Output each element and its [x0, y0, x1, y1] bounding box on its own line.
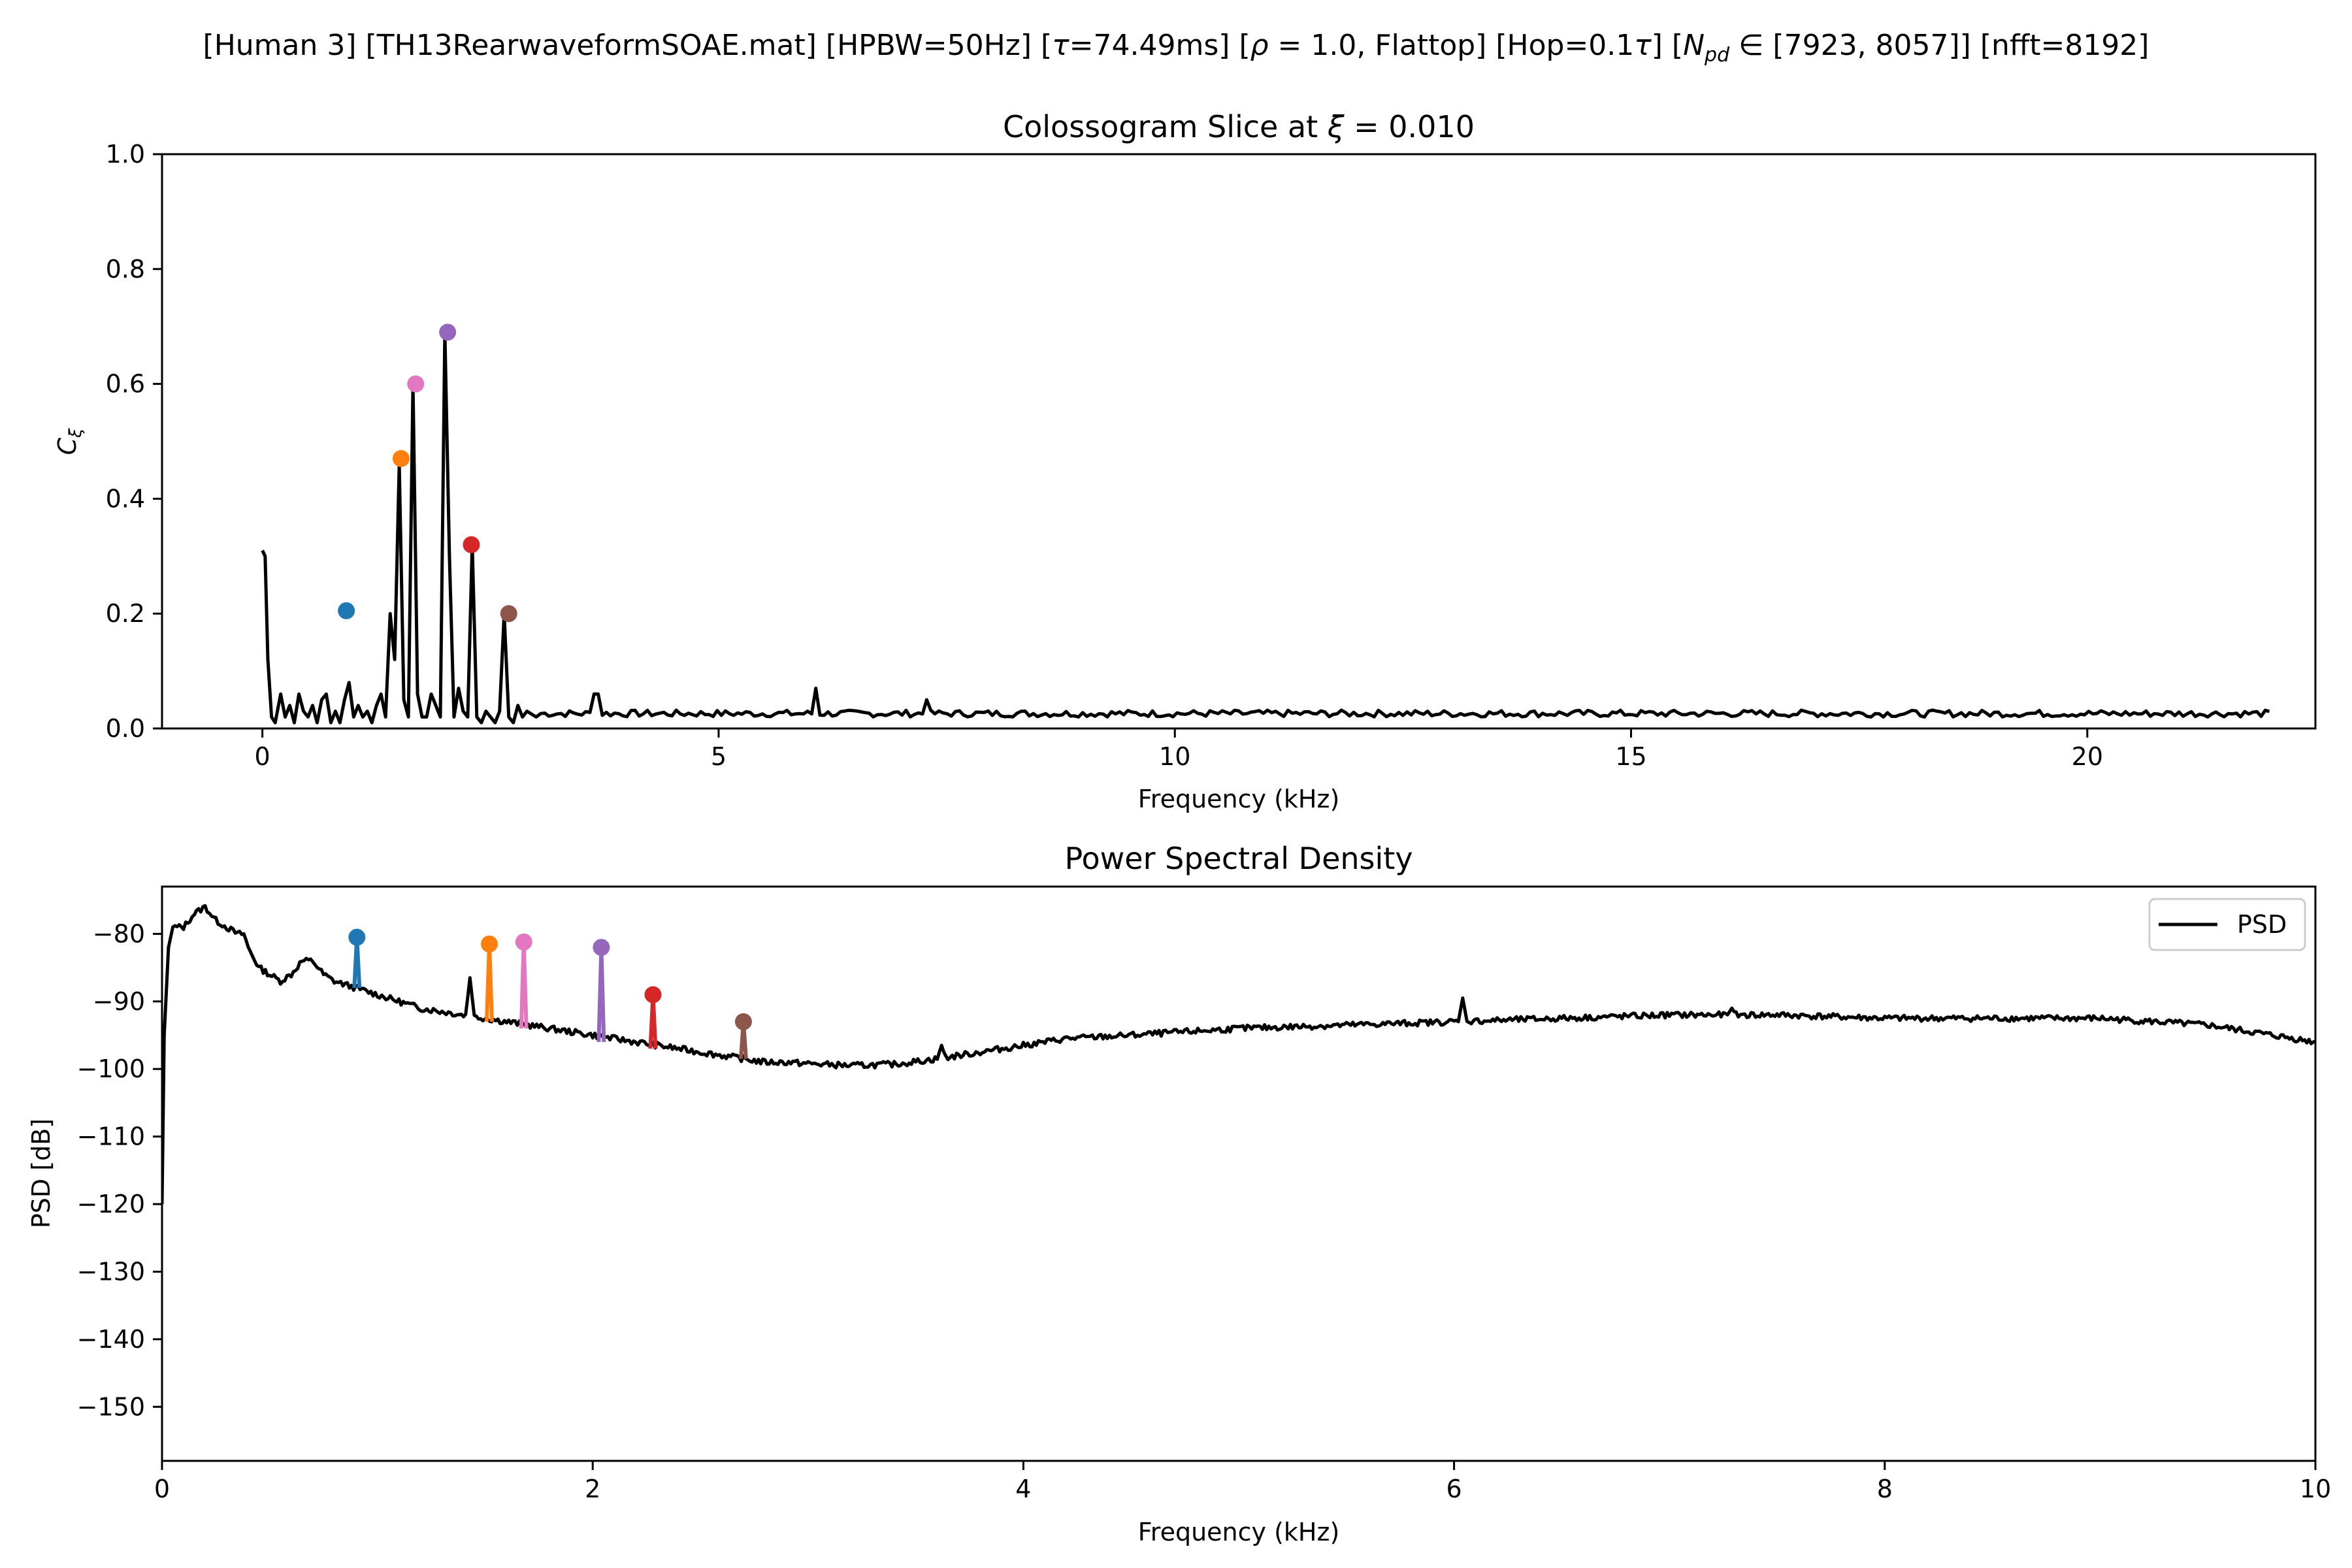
psd-legend-label: PSD — [2237, 910, 2287, 939]
colossogram-y-tick-label: 0.2 — [106, 599, 145, 628]
colossogram-peak-markers — [338, 323, 517, 623]
psd-peak-marker — [348, 928, 366, 946]
psd-peak-marker — [515, 933, 532, 951]
psd-y-tick-label: −130 — [77, 1257, 145, 1286]
psd-legend: PSD — [2148, 898, 2306, 951]
psd-x-tick-label: 6 — [1446, 1475, 1462, 1503]
psd-panel: Power Spectral Density −80 −90 −100 −110 −12… — [27, 841, 2331, 1546]
psd-y-tick-label: −140 — [77, 1325, 145, 1354]
colossogram-y-tick-label: 0.6 — [106, 370, 145, 399]
colossogram-peak-marker — [407, 375, 425, 393]
colossogram-y-tick-label: 0.0 — [106, 714, 145, 743]
psd-y-tick-label: −90 — [93, 987, 145, 1016]
colossogram-title: Colossogram Slice at ξ = 0.010 — [1003, 109, 1475, 144]
colossogram-x-ticks: 0 5 10 15 20 — [255, 728, 2103, 771]
psd-peak-marker — [644, 986, 662, 1004]
colossogram-y-ticks: 0.0 0.2 0.4 0.6 0.8 1.0 — [106, 140, 162, 743]
colossogram-x-tick-label: 10 — [1159, 742, 1190, 771]
psd-peak-marker — [734, 1013, 752, 1030]
psd-x-ticks: 0 2 4 6 8 10 — [154, 1461, 2331, 1503]
colossogram-y-tick-label: 0.8 — [106, 255, 145, 284]
psd-x-tick-label: 8 — [1877, 1475, 1893, 1503]
psd-peak-marker — [593, 939, 610, 956]
psd-x-tick-label: 0 — [154, 1475, 170, 1503]
colossogram-peak-marker — [392, 449, 410, 467]
colossogram-x-tick-label: 15 — [1615, 742, 1646, 771]
colossogram-series-line — [261, 331, 2270, 725]
colossogram-peak-marker — [500, 605, 517, 623]
colossogram-x-tick-label: 0 — [255, 742, 270, 771]
colossogram-peak-marker — [463, 536, 480, 553]
psd-y-ticks: −80 −90 −100 −110 −120 −130 −140 −150 — [77, 919, 162, 1421]
psd-peak-markers — [348, 928, 752, 1059]
colossogram-frame — [161, 153, 2317, 730]
colossogram-panel: Colossogram Slice at ξ = 0.010 0.0 0.2 0.4… — [53, 109, 2317, 813]
psd-x-tick-label: 4 — [1015, 1475, 1031, 1503]
psd-x-tick-label: 10 — [2300, 1475, 2331, 1503]
psd-frame — [161, 885, 2317, 1462]
psd-y-tick-label: −100 — [77, 1054, 145, 1083]
colossogram-x-label: Frequency (kHz) — [1138, 785, 1340, 813]
colossogram-peak-marker — [439, 323, 457, 341]
colossogram-y-label: Cξ — [53, 428, 86, 455]
colossogram-y-tick-label: 0.4 — [106, 484, 145, 513]
psd-y-tick-label: −150 — [77, 1392, 145, 1421]
psd-x-label: Frequency (kHz) — [1138, 1518, 1340, 1546]
colossogram-x-tick-label: 20 — [2072, 742, 2103, 771]
figure-suptitle: [Human 3] [TH13RearwaveformSOAE.mat] [HP… — [203, 29, 2149, 67]
colossogram-y-tick-label: 1.0 — [106, 140, 145, 169]
psd-y-tick-label: −120 — [77, 1190, 145, 1218]
psd-y-tick-label: −80 — [93, 919, 145, 948]
psd-legend-box — [2148, 898, 2306, 951]
psd-y-label: PSD [dB] — [27, 1119, 56, 1228]
colossogram-x-tick-label: 5 — [711, 742, 727, 771]
psd-x-tick-label: 2 — [585, 1475, 600, 1503]
psd-y-tick-label: −110 — [77, 1122, 145, 1151]
psd-title: Power Spectral Density — [1064, 841, 1413, 876]
colossogram-peak-marker — [338, 602, 355, 619]
psd-peak-marker — [480, 935, 498, 953]
